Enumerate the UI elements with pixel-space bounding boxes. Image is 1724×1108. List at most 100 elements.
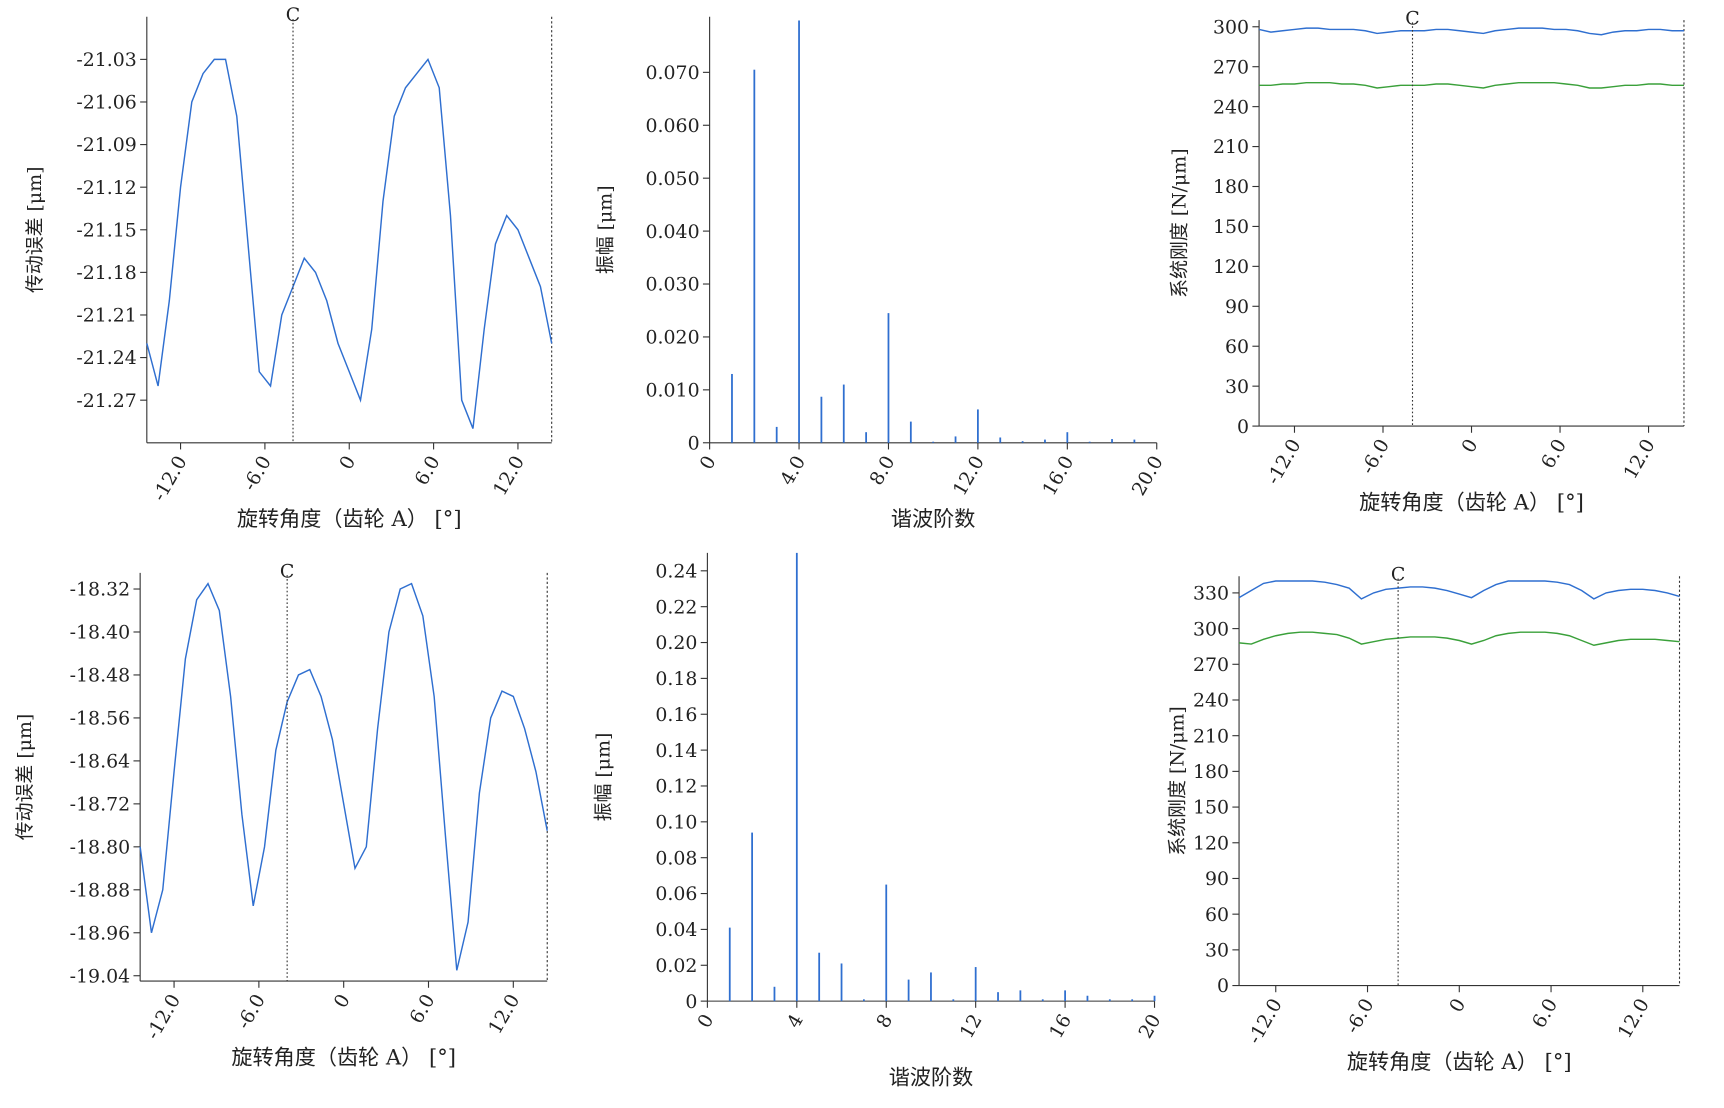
bar — [952, 999, 955, 1002]
y-tick-label: 210 — [1193, 725, 1229, 747]
y-tick-label: 0.10 — [655, 812, 697, 834]
x-tick-label: 6.0 — [405, 990, 439, 1027]
x-tick-label: -6.0 — [233, 990, 270, 1033]
y-tick-label: 180 — [1193, 761, 1229, 783]
bar — [1111, 439, 1113, 443]
x-axis-label: 旋转角度（齿轮 A） [°] — [231, 1045, 456, 1070]
y-tick-label: 60 — [1225, 336, 1249, 358]
y-tick-label: 210 — [1213, 136, 1249, 158]
bar — [1019, 990, 1022, 1002]
y-tick-label: 150 — [1193, 797, 1229, 819]
x-tick-label: 8 — [872, 1010, 897, 1031]
y-tick-label: -18.72 — [70, 794, 130, 816]
y-axis-label: 传动误差 [μm] — [14, 714, 36, 841]
data-line — [1258, 27, 1684, 36]
x-tick-label: 12 — [956, 1010, 987, 1042]
bar — [1066, 432, 1069, 443]
y-tick-label: 120 — [1193, 832, 1229, 854]
y-tick-label: 0.08 — [655, 847, 697, 869]
y-tick-label: 300 — [1213, 16, 1249, 38]
y-tick-label: -18.96 — [70, 922, 130, 944]
y-tick-label: 0.06 — [655, 883, 697, 905]
y-tick-label: -18.40 — [70, 622, 130, 644]
bar — [1133, 439, 1136, 443]
bar — [842, 384, 845, 443]
bar — [1041, 999, 1044, 1002]
bar — [728, 927, 731, 1002]
y-tick-label: 90 — [1225, 296, 1249, 318]
bar — [974, 967, 977, 1002]
bar — [865, 432, 868, 443]
bar — [977, 409, 979, 443]
x-tick-label: 12.0 — [1614, 995, 1654, 1042]
y-tick-label: 270 — [1213, 56, 1249, 78]
y-tick-label: 240 — [1193, 690, 1229, 712]
x-tick-label: 16 — [1045, 1010, 1076, 1042]
y-tick-label: 30 — [1205, 940, 1229, 962]
data-line — [139, 582, 548, 971]
bar — [798, 20, 800, 443]
y-tick-label: -19.04 — [70, 965, 130, 987]
x-axis-label: 旋转角度（齿轮 A） [°] — [1359, 490, 1584, 515]
x-tick-label: -12.0 — [148, 452, 191, 505]
y-tick-label: -18.48 — [70, 665, 130, 687]
chart-panel: 0 30 60 90 120 150 180 210 240 270 300 -12.0 -6.0 0 6.… — [1169, 8, 1685, 515]
x-tick-label: -6.0 — [239, 452, 276, 495]
x-tick-label: 12.0 — [1619, 435, 1659, 482]
y-tick-label: 0.010 — [646, 380, 700, 402]
y-axis-label: 传动误差 [μm] — [24, 167, 46, 294]
bar — [863, 999, 865, 1002]
y-tick-label: -21.27 — [76, 390, 136, 412]
bar — [1088, 441, 1091, 443]
bar — [1108, 999, 1111, 1002]
x-tick-label: 6.0 — [411, 452, 445, 489]
bar — [997, 992, 999, 1002]
y-tick-label: -18.56 — [70, 708, 130, 730]
bar — [795, 552, 798, 1002]
bar — [932, 441, 935, 443]
x-tick-label: 4.0 — [776, 452, 810, 489]
x-tick-label: 0 — [696, 452, 721, 473]
bar — [753, 69, 756, 443]
y-tick-label: 330 — [1193, 583, 1229, 605]
x-tick-label: 6.0 — [1528, 995, 1562, 1032]
chart-panel: -18.32 -18.40 -18.48 -18.56 -18.64 -18.72 -18.… — [14, 560, 548, 1070]
data-line — [146, 57, 553, 429]
y-tick-label: 240 — [1213, 96, 1249, 118]
x-tick-label: 0 — [330, 990, 355, 1011]
y-tick-label: 0.12 — [655, 776, 697, 798]
chart-panel: 0 0.010 0.020 0.030 0.040 0.050 0.060 0.070 0 4.0… — [595, 16, 1168, 531]
x-tick-label: -12.0 — [1243, 995, 1286, 1048]
y-tick-label: -21.24 — [76, 347, 136, 369]
y-tick-label: 300 — [1193, 618, 1229, 640]
marker-label: C — [286, 4, 300, 26]
x-axis-label: 谐波阶数 — [889, 1065, 974, 1090]
bar — [1064, 990, 1066, 1002]
y-tick-label: -18.64 — [70, 751, 130, 773]
bar — [751, 832, 753, 1002]
x-tick-label: 20.0 — [1128, 452, 1168, 499]
x-axis-label: 旋转角度（齿轮 A） [°] — [237, 506, 462, 531]
y-tick-label: 30 — [1225, 376, 1249, 398]
bar — [930, 972, 932, 1002]
y-tick-label: -21.18 — [76, 262, 136, 284]
bar — [885, 884, 888, 1002]
y-tick-label: 0.04 — [655, 919, 697, 941]
bar — [1086, 995, 1089, 1002]
y-tick-label: 0.14 — [655, 740, 697, 762]
x-tick-label: -6.0 — [1341, 995, 1378, 1038]
x-tick-label: -12.0 — [1262, 435, 1305, 488]
y-tick-label: 0.060 — [646, 115, 700, 137]
chart-panel: -21.03 -21.06 -21.09 -21.12 -21.15 -21.18 -21.… — [24, 4, 553, 531]
marker-label: C — [280, 560, 294, 582]
bar — [731, 373, 733, 443]
marker-label: C — [1405, 8, 1419, 30]
y-tick-label: 270 — [1193, 654, 1229, 676]
x-tick-label: 16.0 — [1038, 452, 1078, 499]
y-tick-label: -21.15 — [76, 219, 136, 241]
x-tick-label: 0 — [1445, 995, 1470, 1016]
y-tick-label: 60 — [1205, 904, 1229, 926]
bar — [773, 986, 776, 1002]
y-tick-label: 0.070 — [646, 62, 700, 84]
